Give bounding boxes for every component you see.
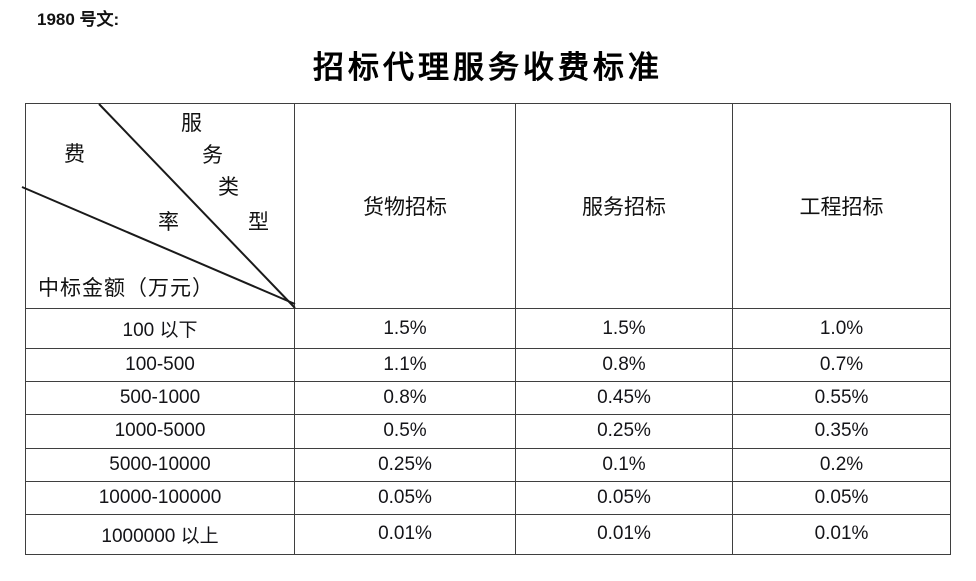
table-row: 100-500 1.1% 0.8% 0.7% [25, 348, 951, 383]
rate-cell: 1.5% [294, 307, 516, 350]
corner-char-type-3: 类 [218, 175, 239, 199]
corner-char-type-4: 型 [248, 210, 269, 234]
rate-cell: 0.1% [515, 447, 733, 482]
corner-amount-label: 中标金额（万元） [38, 276, 214, 300]
diagonal-lines [21, 103, 296, 309]
rate-cell: 0.5% [294, 414, 516, 449]
table-row: 5000-10000 0.25% 0.1% 0.2% [25, 447, 951, 482]
rate-cell: 0.25% [294, 447, 516, 482]
rate-cell: 0.35% [732, 414, 951, 449]
row-range-label: 500-1000 [25, 381, 295, 416]
rate-cell: 0.05% [515, 480, 733, 515]
row-range-label: 5000-10000 [25, 447, 295, 482]
rate-cell: 0.55% [732, 381, 951, 416]
diagonal-corner-cell: 服 务 类 型 费 率 中标金额（万元） [21, 103, 296, 309]
rate-cell: 0.05% [732, 480, 951, 515]
rate-cell: 1.1% [294, 348, 516, 383]
page-title: 招标代理服务收费标准 [313, 50, 663, 85]
corner-char-rate-1: 费 [64, 142, 85, 166]
table-header-row: 服 务 类 型 费 率 中标金额（万元） 货物招标 服务招标 工程招标 [21, 103, 951, 309]
rate-cell: 0.45% [515, 381, 733, 416]
row-range-label: 1000000 以上 [25, 513, 295, 556]
row-range-label: 100-500 [25, 348, 295, 383]
rate-cell: 0.01% [515, 513, 733, 556]
corner-char-type-2: 务 [202, 143, 223, 167]
corner-char-rate-2: 率 [158, 210, 179, 234]
doc-number: 1980 号文: [37, 10, 120, 29]
table-row: 100 以下 1.5% 1.5% 1.0% [25, 307, 951, 350]
rate-cell: 0.05% [294, 480, 516, 515]
rate-cell: 1.5% [515, 307, 733, 350]
rate-cell: 0.01% [294, 513, 516, 556]
row-range-label: 1000-5000 [25, 414, 295, 449]
rate-cell: 0.2% [732, 447, 951, 482]
table-row: 10000-100000 0.05% 0.05% 0.05% [25, 480, 951, 515]
column-header-service: 服务招标 [515, 103, 733, 309]
rate-cell: 0.01% [732, 513, 951, 556]
table-row: 1000000 以上 0.01% 0.01% 0.01% [25, 513, 951, 556]
rate-cell: 1.0% [732, 307, 951, 350]
corner-char-type-1: 服 [181, 111, 202, 135]
table-row: 1000-5000 0.5% 0.25% 0.35% [25, 414, 951, 449]
row-range-label: 100 以下 [25, 307, 295, 350]
fee-standard-table: 服 务 类 型 费 率 中标金额（万元） 货物招标 服务招标 工程招标 100 … [21, 103, 951, 556]
rate-cell: 0.25% [515, 414, 733, 449]
rate-cell: 0.8% [515, 348, 733, 383]
row-range-label: 10000-100000 [25, 480, 295, 515]
table-row: 500-1000 0.8% 0.45% 0.55% [25, 381, 951, 416]
diagonal-line-upper [98, 103, 296, 309]
diagonal-line-lower [21, 186, 296, 305]
column-header-goods: 货物招标 [294, 103, 516, 309]
rate-cell: 0.8% [294, 381, 516, 416]
rate-cell: 0.7% [732, 348, 951, 383]
column-header-engineering: 工程招标 [732, 103, 951, 309]
